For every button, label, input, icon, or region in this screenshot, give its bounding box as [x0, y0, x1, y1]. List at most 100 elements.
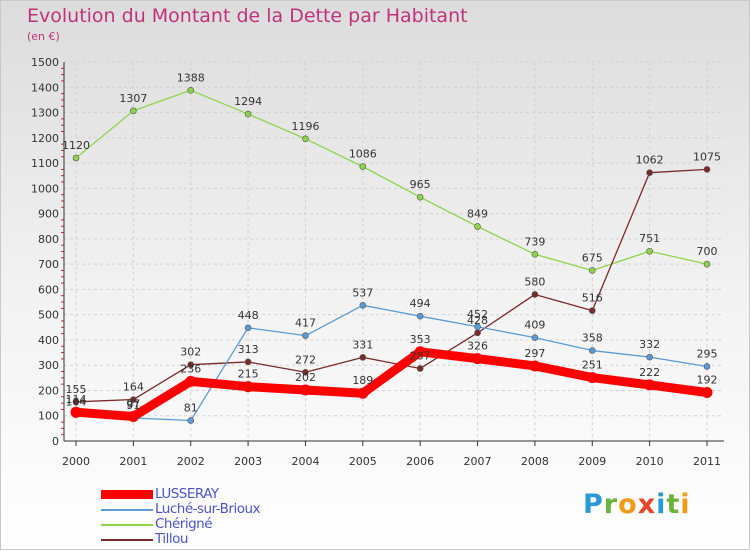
data-point: [70, 406, 82, 418]
data-point: [529, 360, 541, 372]
series-line-3: [75, 89, 708, 272]
brand-letter: x: [637, 489, 657, 520]
data-point: [187, 86, 195, 94]
data-label: 428: [467, 314, 488, 327]
data-point: [586, 372, 598, 384]
data-point: [588, 267, 596, 274]
data-point: [703, 260, 711, 268]
data-label: 297: [524, 347, 545, 360]
data-label: 302: [180, 346, 201, 359]
y-tick-label: 1400: [31, 81, 59, 94]
data-label: 1196: [291, 120, 319, 133]
data-point: [474, 223, 481, 230]
data-label: 739: [524, 235, 545, 248]
data-label: 580: [524, 275, 545, 288]
data-point: [474, 323, 481, 331]
brand-logo: Proxiti: [583, 489, 691, 520]
data-label: 409: [524, 319, 545, 332]
data-point: [72, 154, 80, 162]
x-tick-label: 2007: [464, 455, 492, 468]
data-label: 192: [697, 373, 718, 386]
legend-label: Tillou: [155, 531, 188, 547]
legend-item: Tillou: [101, 532, 260, 547]
y-tick-label: 1100: [31, 157, 59, 170]
data-point: [242, 381, 254, 393]
legend-swatch: [101, 490, 153, 499]
data-point: [588, 307, 596, 314]
data-label: 189: [352, 374, 373, 387]
y-tick-label: 0: [52, 435, 59, 448]
data-label: 222: [639, 366, 660, 379]
x-tick-label: 2006: [406, 455, 434, 468]
data-point: [416, 365, 424, 372]
data-label: 537: [352, 286, 373, 299]
data-label: 236: [180, 362, 201, 375]
data-point: [644, 379, 656, 391]
data-label: 1294: [234, 95, 262, 108]
data-label: 965: [410, 178, 431, 191]
data-label: 353: [410, 333, 431, 346]
legend-swatch: [101, 523, 153, 526]
data-label: 1062: [636, 154, 664, 167]
data-point: [244, 358, 252, 366]
data-point: [701, 386, 713, 398]
data-label: 155: [66, 383, 87, 396]
data-label: 448: [238, 309, 259, 322]
data-point: [646, 247, 653, 255]
legend-label: Luché-sur-Brioux: [155, 501, 261, 517]
x-tick-label: 2004: [291, 455, 319, 468]
data-label: 295: [697, 347, 718, 360]
data-label: 81: [184, 402, 198, 415]
data-label: 331: [352, 338, 373, 351]
data-label: 97: [126, 397, 140, 410]
x-tick-label: 2010: [636, 455, 664, 468]
series-line-2: [75, 304, 708, 422]
series-line-1: [71, 347, 712, 421]
data-point: [588, 347, 596, 354]
legend-swatch: [101, 508, 153, 511]
data-point: [472, 353, 484, 365]
y-tick-label: 1000: [31, 182, 59, 195]
y-tick-label: 1500: [31, 56, 59, 69]
data-label: 1120: [62, 139, 90, 152]
data-point: [531, 291, 539, 298]
data-point: [414, 346, 426, 358]
data-label: 1086: [349, 148, 377, 161]
data-point: [302, 332, 309, 339]
brand-letter: P: [583, 489, 604, 520]
data-point: [187, 417, 195, 424]
y-tick-label: 1300: [31, 107, 59, 120]
x-tick-label: 2003: [234, 455, 262, 468]
y-tick-label: 400: [38, 334, 59, 347]
y-tick-label: 700: [38, 258, 59, 271]
data-label: 417: [295, 317, 316, 330]
x-tick-label: 2000: [62, 455, 90, 468]
data-point: [130, 107, 137, 115]
y-tick-label: 500: [38, 309, 59, 322]
data-point: [416, 193, 424, 201]
data-point: [359, 302, 367, 309]
y-tick-label: 1200: [31, 132, 59, 145]
data-label: 849: [467, 207, 488, 220]
data-label: 313: [238, 343, 259, 356]
data-label: 332: [639, 338, 660, 351]
series-line-4: [75, 168, 708, 403]
data-point: [646, 169, 653, 176]
x-tick-label: 2005: [349, 455, 377, 468]
chart-title: Evolution du Montant de la Dette par Hab…: [27, 5, 468, 27]
data-point: [302, 135, 309, 143]
data-point: [357, 387, 369, 399]
data-label: 104: [66, 396, 87, 409]
x-tick-label: 2002: [177, 455, 205, 468]
chart-legend: LUSSERAY Luché-sur-Brioux Chérigné Tillou: [101, 486, 261, 547]
brand-letter: o: [618, 489, 638, 520]
data-label: 272: [295, 353, 316, 366]
data-label: 675: [582, 251, 603, 264]
legend-swatch: [101, 538, 153, 541]
data-label: 494: [410, 297, 431, 310]
data-label: 452: [467, 308, 488, 321]
legend-label: LUSSERAY: [155, 486, 219, 502]
data-label: 91: [126, 399, 140, 412]
